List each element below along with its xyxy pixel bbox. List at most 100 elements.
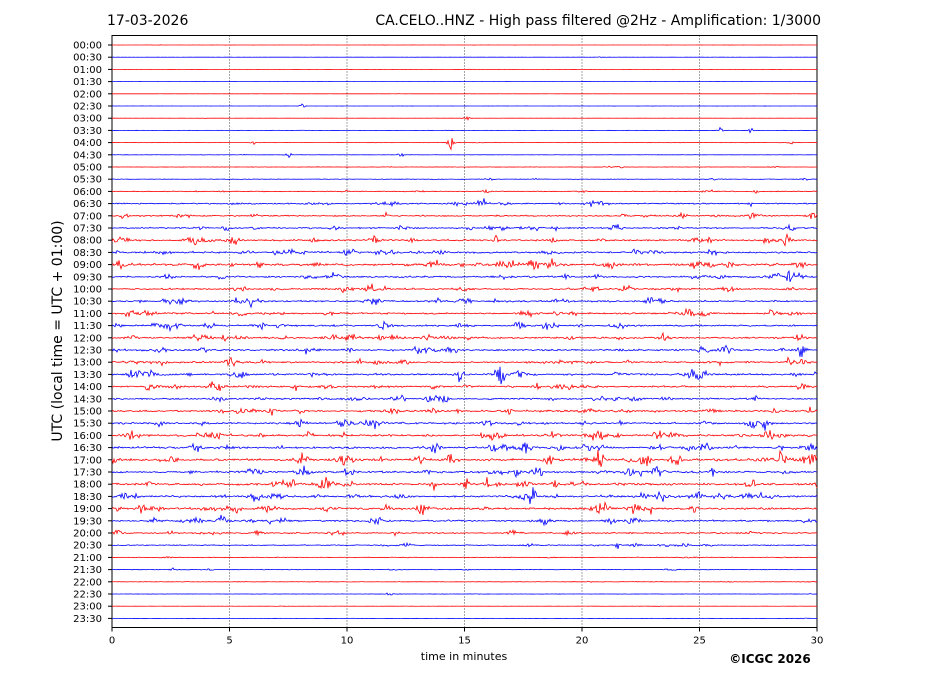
row-label: 11:00 — [73, 309, 102, 320]
row-label: 13:30 — [73, 370, 102, 381]
trace-row — [111, 152, 818, 159]
trace-row — [111, 331, 818, 342]
trace-row — [111, 529, 818, 537]
row-label: 18:00 — [73, 480, 102, 491]
x-tick-label: 25 — [693, 636, 706, 647]
trace-row — [111, 567, 818, 571]
row-label: 19:00 — [73, 504, 102, 515]
row-label: 20:00 — [73, 529, 102, 540]
row-label: 02:30 — [73, 102, 102, 113]
trace-row — [112, 115, 817, 121]
row-label: 07:00 — [73, 211, 102, 222]
trace-row — [111, 556, 818, 559]
trace-row — [111, 211, 818, 220]
row-label: 16:00 — [73, 431, 102, 442]
row-label: 17:00 — [73, 455, 102, 466]
row-label: 15:00 — [73, 407, 102, 418]
row-label: 14:00 — [73, 382, 102, 393]
x-tick-label: 20 — [576, 636, 589, 647]
trace-row — [111, 542, 818, 549]
trace-row — [111, 442, 818, 454]
trace-row — [111, 56, 818, 58]
trace-row — [111, 247, 818, 257]
row-label: 05:00 — [73, 163, 102, 174]
row-label: 08:00 — [73, 236, 102, 247]
plot-frame — [111, 35, 818, 628]
row-label: 06:00 — [73, 187, 102, 198]
trace-row — [111, 366, 818, 385]
trace-row — [111, 406, 818, 416]
chart-title: CA.CELO..HNZ - High pass filtered @2Hz -… — [375, 13, 821, 29]
x-axis-ticks: 0 5 10 15 20 25 30 — [109, 627, 824, 647]
trace-row — [111, 223, 818, 233]
trace-row — [111, 418, 818, 431]
row-label: 22:30 — [73, 590, 102, 601]
trace-row — [111, 514, 818, 527]
trace-row — [111, 232, 818, 247]
row-label: 07:30 — [73, 224, 102, 235]
copyright-text: ©ICGC 2026 — [729, 652, 811, 666]
row-label: 21:00 — [73, 553, 102, 564]
row-label: 11:30 — [73, 321, 102, 332]
trace-row — [111, 430, 818, 441]
row-label: 03:30 — [73, 126, 102, 137]
trace-row — [111, 177, 818, 181]
vertical-gridlines — [229, 35, 700, 628]
trace-row — [111, 165, 818, 169]
trace-row — [111, 307, 818, 318]
row-label: 02:00 — [73, 89, 102, 100]
row-label: 18:30 — [73, 492, 102, 503]
row-label: 23:00 — [73, 602, 102, 613]
row-label: 03:00 — [73, 114, 102, 125]
row-label: 00:30 — [73, 53, 102, 64]
row-label: 09:00 — [73, 260, 102, 271]
row-label: 01:00 — [73, 65, 102, 76]
x-axis-label: time in minutes — [421, 650, 508, 663]
trace-row — [112, 103, 818, 108]
trace-row — [111, 344, 818, 357]
trace-row — [111, 269, 818, 283]
y-axis-label: UTC (local time = UTC + 01:00) — [50, 220, 66, 441]
trace-row — [111, 476, 818, 491]
trace-row — [111, 283, 818, 294]
trace-row — [111, 617, 818, 620]
trace-row — [111, 449, 818, 467]
row-label: 06:30 — [73, 199, 102, 210]
trace-row — [111, 592, 818, 596]
x-tick-label: 15 — [458, 636, 471, 647]
row-label: 00:00 — [73, 41, 102, 52]
row-label: 10:30 — [73, 297, 102, 308]
trace-row — [111, 320, 818, 333]
row-label: 15:30 — [73, 419, 102, 430]
row-label: 19:30 — [73, 516, 102, 527]
trace-row — [111, 487, 818, 504]
trace-row — [111, 381, 818, 392]
trace-row — [111, 138, 818, 151]
row-label: 20:30 — [73, 541, 102, 552]
row-label: 05:30 — [73, 175, 102, 186]
row-label: 13:00 — [73, 358, 102, 369]
row-label: 22:00 — [73, 577, 102, 588]
x-tick-label: 10 — [341, 636, 354, 647]
x-tick-label: 5 — [226, 636, 232, 647]
trace-row — [112, 126, 818, 134]
trace-row — [111, 198, 818, 208]
row-label: 01:30 — [73, 77, 102, 88]
row-label: 10:00 — [73, 285, 102, 296]
row-label: 04:30 — [73, 150, 102, 161]
seismic-traces — [111, 44, 818, 620]
trace-row — [111, 465, 818, 479]
row-label: 17:30 — [73, 468, 102, 479]
trace-row — [111, 296, 818, 309]
trace-row — [111, 188, 818, 194]
header-date: 17-03-2026 — [107, 13, 188, 29]
row-label: 12:00 — [73, 333, 102, 344]
row-label: 08:30 — [73, 248, 102, 259]
row-label: 23:30 — [73, 614, 102, 625]
trace-row — [111, 258, 818, 271]
x-tick-label: 30 — [811, 636, 824, 647]
row-label: 04:00 — [73, 138, 102, 149]
trace-row — [111, 605, 818, 608]
